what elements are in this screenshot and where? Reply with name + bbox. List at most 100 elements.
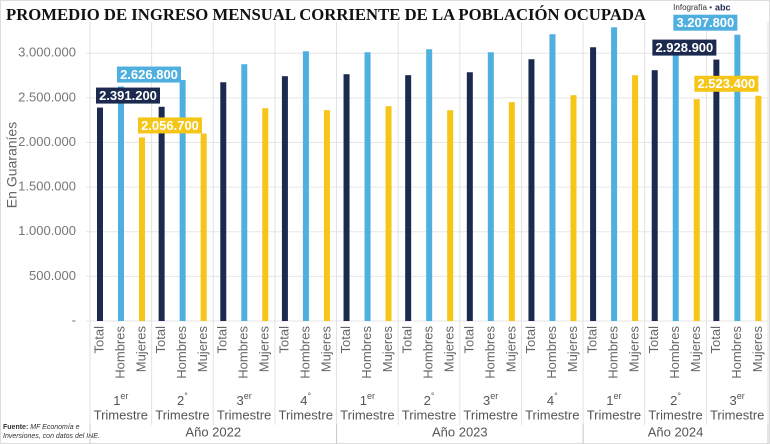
- year-label: Año 2023: [432, 424, 488, 439]
- series-label: Hombres: [729, 326, 744, 379]
- bar: [220, 82, 227, 321]
- quarter-label: 3er: [483, 391, 498, 408]
- series-label: Total: [461, 326, 476, 354]
- bar: [405, 75, 412, 321]
- bar: [549, 34, 556, 322]
- bar: [364, 52, 371, 321]
- series-label: Mujeres: [195, 326, 210, 373]
- quarter-word: Trimestre: [279, 407, 333, 422]
- series-label: Total: [585, 326, 600, 354]
- series-label: Hombres: [112, 326, 127, 379]
- year-label: Año 2024: [648, 424, 704, 439]
- value-label-box: [652, 39, 717, 56]
- bar: [651, 70, 658, 321]
- quarter-word: Trimestre: [155, 407, 209, 422]
- quarter-suffix: er: [737, 391, 745, 401]
- series-label: Mujeres: [380, 326, 395, 373]
- series-label: Total: [646, 326, 661, 354]
- series-label: Total: [153, 326, 168, 354]
- bar: [302, 51, 309, 322]
- source-line: Inversiones, con datos del INE.: [3, 433, 100, 440]
- series-label: Hombres: [482, 326, 497, 379]
- bar: [693, 99, 700, 322]
- quarter-suffix: °: [677, 391, 681, 401]
- series-label: Mujeres: [257, 326, 272, 373]
- series-label: Mujeres: [750, 326, 765, 373]
- bar: [590, 47, 597, 322]
- series-label: Mujeres: [442, 326, 457, 373]
- bar: [158, 106, 165, 321]
- bar: [713, 59, 720, 321]
- quarter-word: Trimestre: [402, 407, 456, 422]
- quarter-number: 2: [424, 393, 431, 408]
- quarter-word: Trimestre: [340, 407, 394, 422]
- chart-title: PROMEDIO DE INGRESO MENSUAL CORRIENTE DE…: [6, 5, 647, 24]
- value-label-box: [673, 14, 738, 31]
- series-label: Hombres: [359, 326, 374, 379]
- series-label: Mujeres: [318, 326, 333, 373]
- series-label: Mujeres: [565, 326, 580, 373]
- value-label-box: [138, 117, 202, 134]
- bar: [200, 133, 207, 321]
- quarter-label: 1er: [606, 391, 621, 408]
- quarter-suffix: °: [184, 391, 188, 401]
- series-label: Mujeres: [503, 326, 518, 373]
- series-label: Total: [276, 326, 291, 354]
- quarter-suffix: °: [554, 391, 558, 401]
- bar: [466, 72, 473, 321]
- bar: [323, 110, 330, 322]
- series-label: Total: [91, 326, 106, 354]
- source-label: Fuente:: [3, 424, 28, 431]
- series-label: Total: [338, 326, 353, 354]
- source: Fuente: MF Economía e: [3, 424, 80, 431]
- quarter-label: 2°: [424, 391, 435, 408]
- quarter-label: 4°: [547, 391, 558, 408]
- y-tick-label: 3.000.000: [18, 45, 76, 60]
- credit: Infografía •: [673, 3, 712, 12]
- series-label: Hombres: [667, 326, 682, 379]
- quarter-label: 3er: [730, 391, 745, 408]
- series-label: Hombres: [174, 326, 189, 379]
- quarter-word: Trimestre: [217, 407, 271, 422]
- bar: [508, 102, 515, 322]
- bar: [447, 110, 454, 322]
- value-label-box: [117, 66, 181, 83]
- series-label: Total: [400, 326, 415, 354]
- bar: [118, 86, 124, 321]
- y-tick-label: -: [72, 312, 76, 327]
- logo: abc: [715, 2, 731, 12]
- series-label: Mujeres: [627, 326, 642, 373]
- quarter-word: Trimestre: [710, 407, 764, 422]
- value-label-box: [96, 87, 160, 104]
- bar: [487, 52, 494, 321]
- series-label: Hombres: [544, 326, 559, 379]
- quarter-label: 2°: [177, 391, 188, 408]
- bar: [97, 107, 103, 321]
- quarter-suffix: er: [244, 391, 252, 401]
- quarter-suffix: °: [431, 391, 435, 401]
- y-axis-label: En Guaraníes: [4, 122, 20, 208]
- bar: [570, 95, 577, 322]
- quarter-label: 1er: [360, 391, 375, 408]
- value-label: 2.391.200: [99, 88, 157, 103]
- bar: [426, 49, 433, 322]
- quarter-label: 1er: [113, 391, 128, 408]
- quarter-number: 1: [606, 393, 613, 408]
- quarter-number: 4: [300, 393, 307, 408]
- bar: [632, 75, 639, 321]
- quarter-number: 2: [670, 393, 677, 408]
- year-label: Año 2022: [185, 424, 241, 439]
- series-label: Total: [523, 326, 538, 354]
- quarter-suffix: er: [120, 391, 128, 401]
- quarter-word: Trimestre: [94, 407, 148, 422]
- bar: [755, 95, 762, 322]
- quarter-label: 3er: [236, 391, 251, 408]
- quarter-word: Trimestre: [648, 407, 702, 422]
- quarter-number: 1: [113, 393, 120, 408]
- series-label: Hombres: [297, 326, 312, 379]
- bar: [672, 44, 679, 321]
- value-label: 2.056.700: [141, 118, 199, 133]
- series-label: Hombres: [236, 326, 251, 379]
